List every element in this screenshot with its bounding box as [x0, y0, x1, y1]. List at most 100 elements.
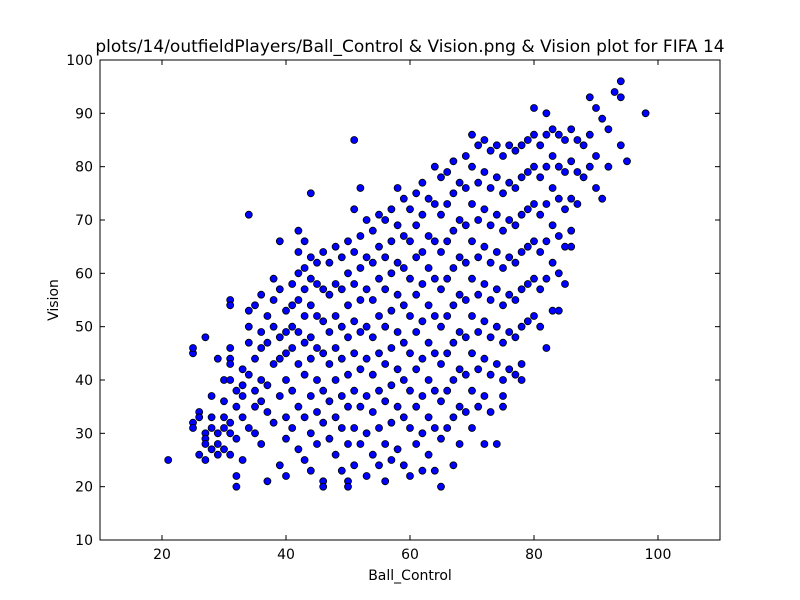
- data-point: [344, 301, 352, 310]
- data-point: [257, 397, 266, 406]
- data-point: [387, 237, 396, 246]
- data-point: [530, 237, 538, 246]
- data-point: [275, 354, 284, 363]
- data-point: [523, 280, 532, 288]
- data-point: [505, 253, 514, 262]
- data-point: [319, 349, 328, 358]
- data-point: [474, 216, 483, 224]
- data-point: [505, 141, 514, 150]
- data-point: [486, 296, 495, 304]
- data-point: [257, 376, 266, 384]
- data-point: [275, 285, 284, 294]
- data-point: [251, 429, 259, 438]
- data-point: [492, 248, 501, 256]
- data-point: [282, 349, 290, 358]
- data-point: [244, 322, 253, 331]
- data-point: [368, 408, 377, 416]
- data-point: [269, 360, 278, 368]
- data-point: [375, 312, 383, 320]
- data-point: [306, 189, 315, 198]
- data-point: [455, 365, 464, 374]
- data-point: [449, 157, 458, 166]
- data-point: [399, 194, 408, 203]
- data-point: [430, 312, 439, 320]
- data-point: [468, 274, 476, 283]
- data-point: [387, 344, 396, 352]
- data-point: [567, 125, 576, 134]
- data-point: [443, 200, 452, 208]
- data-point: [523, 317, 532, 326]
- data-point: [375, 210, 383, 219]
- data-point: [486, 258, 495, 267]
- data-point: [511, 146, 520, 155]
- data-point: [418, 466, 427, 475]
- data-point: [517, 210, 526, 219]
- data-point: [238, 365, 247, 374]
- data-point: [530, 200, 538, 208]
- data-point: [213, 354, 222, 363]
- data-point: [406, 386, 414, 395]
- data-point: [244, 306, 253, 315]
- data-point: [238, 456, 247, 464]
- data-point: [511, 221, 520, 230]
- data-point: [244, 370, 253, 379]
- data-point: [474, 402, 483, 411]
- data-point: [517, 141, 526, 150]
- data-point: [275, 392, 284, 400]
- data-point: [455, 402, 464, 411]
- data-point: [579, 141, 588, 150]
- data-point: [331, 413, 340, 422]
- data-point: [499, 392, 507, 400]
- data-point: [356, 440, 365, 448]
- data-point: [313, 440, 321, 448]
- data-point: [604, 162, 613, 171]
- data-point: [449, 189, 458, 198]
- data-point: [350, 205, 359, 214]
- data-point: [331, 280, 340, 288]
- data-point: [257, 440, 266, 448]
- data-point: [244, 424, 253, 432]
- data-point: [548, 184, 557, 192]
- data-point: [251, 386, 259, 395]
- data-point: [331, 242, 340, 251]
- data-point: [362, 253, 371, 262]
- data-point: [623, 157, 631, 166]
- data-point: [251, 354, 259, 363]
- data-point: [207, 445, 216, 454]
- data-point: [567, 226, 576, 235]
- data-point: [455, 328, 464, 336]
- data-point: [201, 333, 210, 342]
- data-point: [486, 408, 495, 416]
- data-point: [288, 322, 297, 331]
- data-point: [536, 285, 545, 294]
- data-point: [251, 402, 259, 411]
- data-point: [300, 237, 309, 246]
- data-point: [480, 242, 489, 251]
- data-point: [313, 258, 321, 267]
- data-point: [319, 248, 328, 256]
- y-tick-label: 60: [75, 266, 93, 282]
- data-point: [561, 205, 569, 214]
- data-point: [195, 450, 204, 459]
- data-point: [288, 280, 297, 288]
- data-point: [554, 194, 563, 203]
- data-point: [375, 386, 383, 395]
- data-point: [387, 418, 396, 427]
- data-point: [499, 226, 507, 235]
- data-point: [220, 397, 228, 406]
- data-point: [449, 413, 458, 422]
- data-point: [325, 397, 334, 406]
- y-axis-label: Vision: [46, 279, 62, 321]
- data-point: [548, 125, 557, 134]
- data-point: [585, 130, 594, 139]
- data-point: [536, 210, 545, 219]
- data-point: [306, 392, 315, 400]
- data-point: [213, 450, 222, 459]
- data-point: [548, 221, 557, 230]
- data-point: [499, 338, 507, 347]
- data-point: [257, 344, 266, 352]
- data-point: [257, 290, 266, 299]
- data-point: [399, 376, 408, 384]
- data-point: [337, 392, 346, 400]
- data-point: [313, 376, 321, 384]
